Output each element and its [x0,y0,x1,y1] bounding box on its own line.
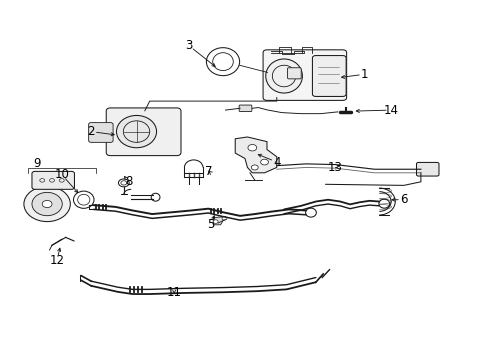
Circle shape [248,144,257,151]
FancyBboxPatch shape [106,108,181,156]
FancyBboxPatch shape [288,68,301,79]
Text: 8: 8 [125,175,132,188]
Text: 12: 12 [49,254,64,267]
Text: 2: 2 [87,125,95,138]
FancyBboxPatch shape [89,123,113,142]
Circle shape [42,201,52,208]
Ellipse shape [306,208,317,217]
Ellipse shape [24,186,71,222]
FancyBboxPatch shape [416,162,439,176]
Text: 1: 1 [361,68,368,81]
Text: 14: 14 [384,104,399,117]
FancyBboxPatch shape [239,105,252,112]
Ellipse shape [206,48,240,76]
Ellipse shape [74,191,94,208]
Circle shape [222,217,227,220]
Ellipse shape [151,193,160,201]
Ellipse shape [266,59,302,93]
FancyBboxPatch shape [263,50,346,100]
Circle shape [251,165,258,170]
Text: 7: 7 [205,165,212,177]
Polygon shape [213,217,225,225]
Ellipse shape [32,192,62,216]
Text: 6: 6 [400,193,408,206]
Text: 13: 13 [328,161,343,174]
Circle shape [213,220,218,224]
Text: 11: 11 [167,287,182,300]
Polygon shape [235,137,277,173]
Text: 5: 5 [207,218,215,231]
Text: 3: 3 [185,39,193,52]
Text: 9: 9 [34,157,41,170]
Ellipse shape [117,116,157,148]
Circle shape [261,159,269,165]
Text: 10: 10 [54,168,69,181]
FancyBboxPatch shape [313,55,346,96]
Ellipse shape [119,179,129,187]
Ellipse shape [379,199,390,208]
FancyBboxPatch shape [32,171,74,189]
Text: 4: 4 [273,156,280,168]
